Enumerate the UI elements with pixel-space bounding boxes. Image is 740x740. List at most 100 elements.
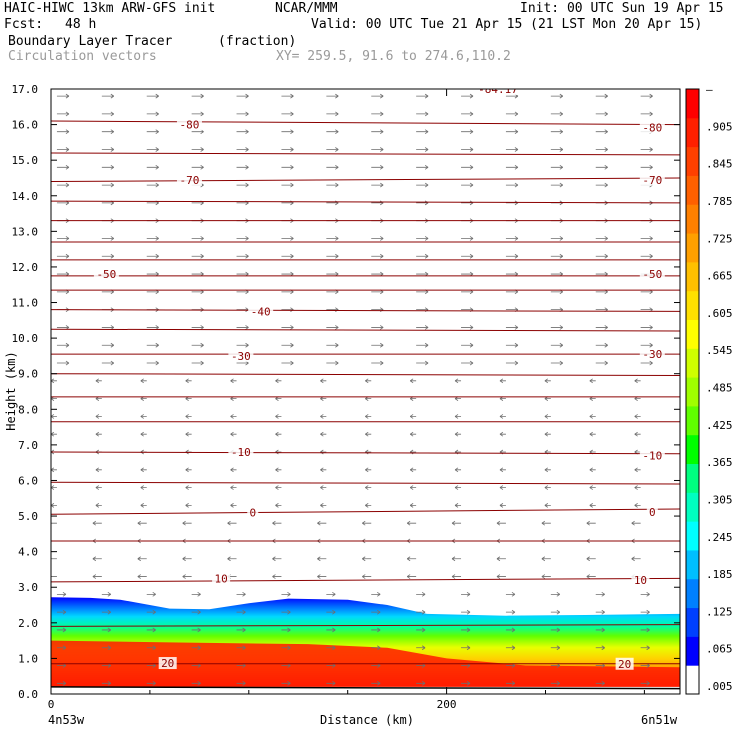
circulation-vector: [595, 360, 608, 366]
circulation-vector: [416, 609, 426, 615]
circulation-vector: [326, 182, 339, 188]
colorbar-label: .605: [706, 307, 733, 320]
colorbar-label: .485: [706, 382, 733, 395]
circulation-vector: [191, 592, 201, 597]
circulation-vector: [371, 111, 384, 117]
init-time: Init: 00 UTC Sun 19 Apr 15: [520, 1, 724, 16]
x-tick-label: 200: [437, 698, 457, 711]
circulation-vector: [505, 627, 516, 633]
circulation-vector: [146, 147, 159, 152]
circulation-vector: [326, 680, 336, 686]
circulation-vector: [275, 449, 282, 455]
circulation-vector: [409, 414, 417, 419]
circulation-vector: [416, 182, 429, 188]
circulation-vector: [631, 520, 641, 526]
circulation-vector: [101, 680, 112, 686]
circulation-vector: [589, 467, 596, 473]
circulation-vector: [461, 592, 471, 597]
circulation-vector: [146, 182, 159, 188]
circulation-vector: [236, 182, 249, 188]
circulation-vector: [182, 520, 192, 526]
contour-label-bg: [247, 506, 259, 519]
circulation-vector: [640, 253, 653, 259]
circulation-vector: [275, 431, 282, 437]
circulation-vector: [371, 592, 381, 597]
circulation-vector: [634, 431, 641, 437]
y-tick-label: 12.0: [12, 261, 39, 274]
circulation-vector: [371, 182, 384, 188]
circulation-vector: [371, 627, 381, 633]
circulation-vector: [586, 520, 596, 526]
circulation-vector: [640, 342, 653, 348]
forecast-hour: 48 h: [65, 17, 97, 32]
colorbar-label: .065: [706, 643, 733, 656]
circulation-vector: [496, 556, 506, 562]
circulation-vector: [230, 503, 237, 508]
circulation-vector: [544, 431, 551, 437]
circulation-vector: [371, 129, 384, 135]
y-tick-label: 5.0: [18, 510, 38, 523]
circulation-vector: [550, 627, 561, 633]
circulation-vector: [550, 592, 561, 597]
contour-label: -50: [96, 268, 116, 281]
circulation-vector: [230, 414, 237, 419]
y-tick-label: 1.0: [18, 652, 38, 665]
circulation-vector: [320, 414, 327, 419]
y-axis-label: Height (km): [4, 351, 18, 430]
circulation-vector: [595, 111, 608, 117]
circulation-vector: [589, 378, 596, 384]
circulation-vector: [236, 325, 249, 330]
temperature-contour: [51, 328, 680, 332]
circulation-vector: [56, 182, 70, 188]
circulation-vector: [326, 307, 339, 312]
colorbar-label: –: [706, 83, 713, 96]
colorbar-segment: [686, 290, 699, 320]
circulation-vector: [51, 431, 57, 437]
tracer-high-core: [51, 640, 680, 694]
circulation-vector: [281, 680, 291, 686]
colorbar-segment: [686, 204, 699, 234]
contour-label-bg: [639, 173, 665, 186]
contour-label: -70: [180, 174, 200, 187]
colorbar-segment: [686, 492, 699, 522]
circulation-vector: [236, 111, 249, 117]
colorbar-label: .845: [706, 158, 733, 171]
circulation-vector: [416, 200, 429, 206]
circulation-vector: [409, 467, 417, 473]
circulation-vector: [281, 236, 294, 241]
circulation-vector: [365, 378, 372, 384]
colorbar-segment: [686, 319, 699, 349]
y-tick-label: 16.0: [12, 119, 39, 132]
circulation-vector: [362, 574, 372, 579]
circulation-vector: [236, 609, 246, 615]
center-label: NCAR/MMM: [275, 1, 338, 16]
circulation-vector: [550, 253, 564, 259]
valid-time: Valid: 00 UTC Tue 21 Apr 15 (21 LST Mon …: [311, 17, 703, 32]
circulation-vector: [454, 414, 462, 419]
circulation-vector: [454, 467, 462, 473]
circulation-vector: [140, 378, 147, 384]
circulation-vector: [416, 360, 429, 366]
circulation-vector: [140, 431, 147, 437]
circulation-vector: [550, 182, 564, 188]
circulation-vector: [371, 609, 381, 615]
y-tick-label: 3.0: [18, 581, 38, 594]
circulation-vector: [461, 342, 474, 348]
circulation-vector: [326, 342, 339, 348]
circulation-vector: [454, 485, 462, 490]
circulation-vector: [640, 627, 650, 633]
circulation-vector: [550, 147, 564, 152]
circulation-vector: [146, 342, 159, 348]
circulation-vector: [236, 129, 249, 135]
circulation-vector: [550, 609, 561, 615]
vector-label: Circulation vectors: [8, 49, 157, 64]
circulation-vector: [595, 592, 605, 597]
model-title: HAIC-HIWC 13km ARW-GFS init: [4, 1, 216, 16]
circulation-vector: [191, 680, 201, 686]
circulation-vector: [281, 164, 294, 170]
circulation-vector: [182, 556, 192, 562]
contour-label: -80: [180, 119, 200, 132]
circulation-vector: [317, 520, 327, 526]
circulation-vector: [146, 609, 156, 615]
y-tick-label: 11.0: [12, 297, 39, 310]
